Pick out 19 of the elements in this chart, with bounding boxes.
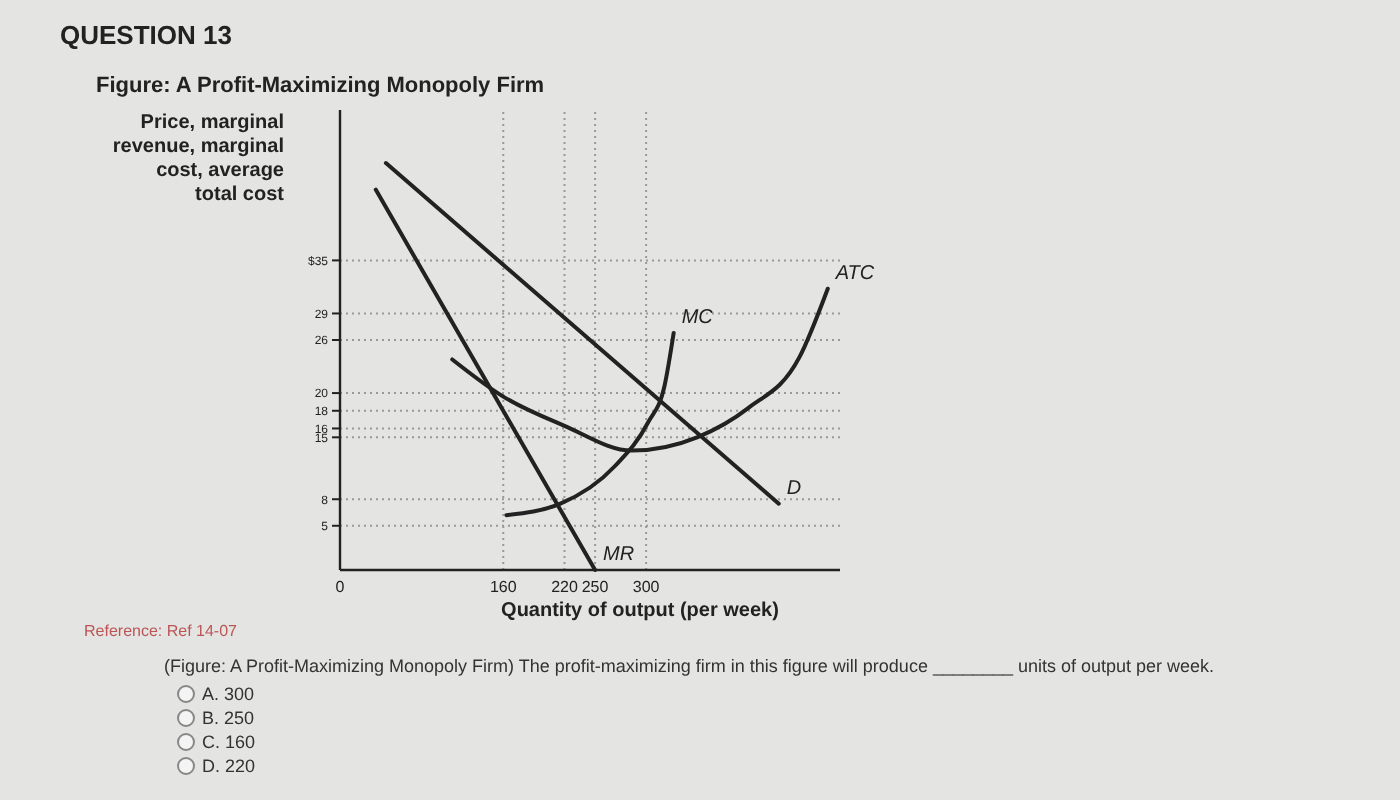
- x-axis-title: Quantity of output (per week): [501, 600, 779, 622]
- chart-title: QUESTION 13: [60, 20, 232, 50]
- text: B. 250: [202, 708, 255, 728]
- text: A. 300: [202, 684, 255, 704]
- text: C. 160: [202, 732, 256, 752]
- series-label: D: [786, 477, 802, 500]
- text: D. 220: [202, 756, 256, 776]
- chart-subtitle: Figure: A Profit-Maximizing Monopoly Firm: [96, 74, 545, 98]
- series-label: ATC: [833, 262, 876, 285]
- x-tick-label: 0: [335, 578, 346, 596]
- series-label: MR: [603, 544, 635, 566]
- x-tick-label: 250: [581, 578, 610, 596]
- y-axis-title: Price, marginal revenue, marginal cost, average total cost: [112, 112, 286, 206]
- x-tick-label: 160: [489, 578, 518, 596]
- x-tick-label: 300: [632, 578, 661, 596]
- text: Reference: Ref 14-07: [84, 622, 239, 640]
- x-tick-label: 220: [551, 578, 579, 596]
- series-label: MC: [681, 306, 715, 329]
- text: (Figure: A Profit-Maximizing Monopoly Firm) The profit-maximizing firm in this figure will produce ________ units of output per week.: [164, 656, 1215, 676]
